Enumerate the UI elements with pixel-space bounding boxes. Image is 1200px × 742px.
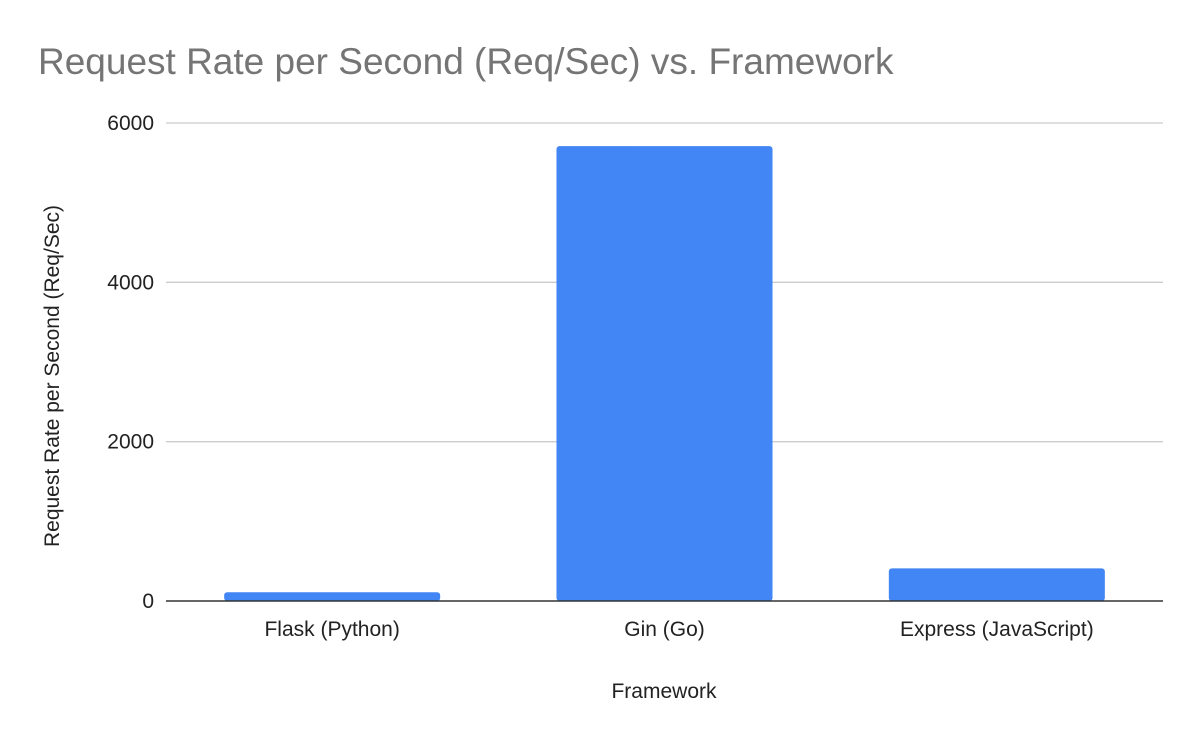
x-tick-label: Gin (Go): [624, 618, 705, 641]
y-tick-label: 4000: [107, 271, 154, 294]
x-axis-title: Framework: [611, 680, 717, 703]
bar: [556, 146, 773, 601]
y-tick-label: 0: [142, 590, 154, 613]
x-tick-label: Flask (Python): [264, 618, 399, 641]
y-tick-label: 6000: [107, 112, 154, 135]
y-tick-label: 2000: [107, 431, 154, 454]
bar: [224, 592, 441, 601]
x-axis-ticks: Flask (Python) Gin (Go) Express (JavaScrip…: [264, 618, 1093, 641]
bars: [224, 146, 1105, 601]
y-axis-title: Request Rate per Second (Req/Sec): [41, 205, 64, 547]
y-axis-ticks: 0 2000 4000 6000: [107, 112, 154, 613]
x-tick-label: Express (JavaScript): [900, 618, 1094, 641]
bar: [888, 568, 1105, 601]
chart-title: Request Rate per Second (Req/Sec) vs. Fr…: [38, 41, 894, 82]
